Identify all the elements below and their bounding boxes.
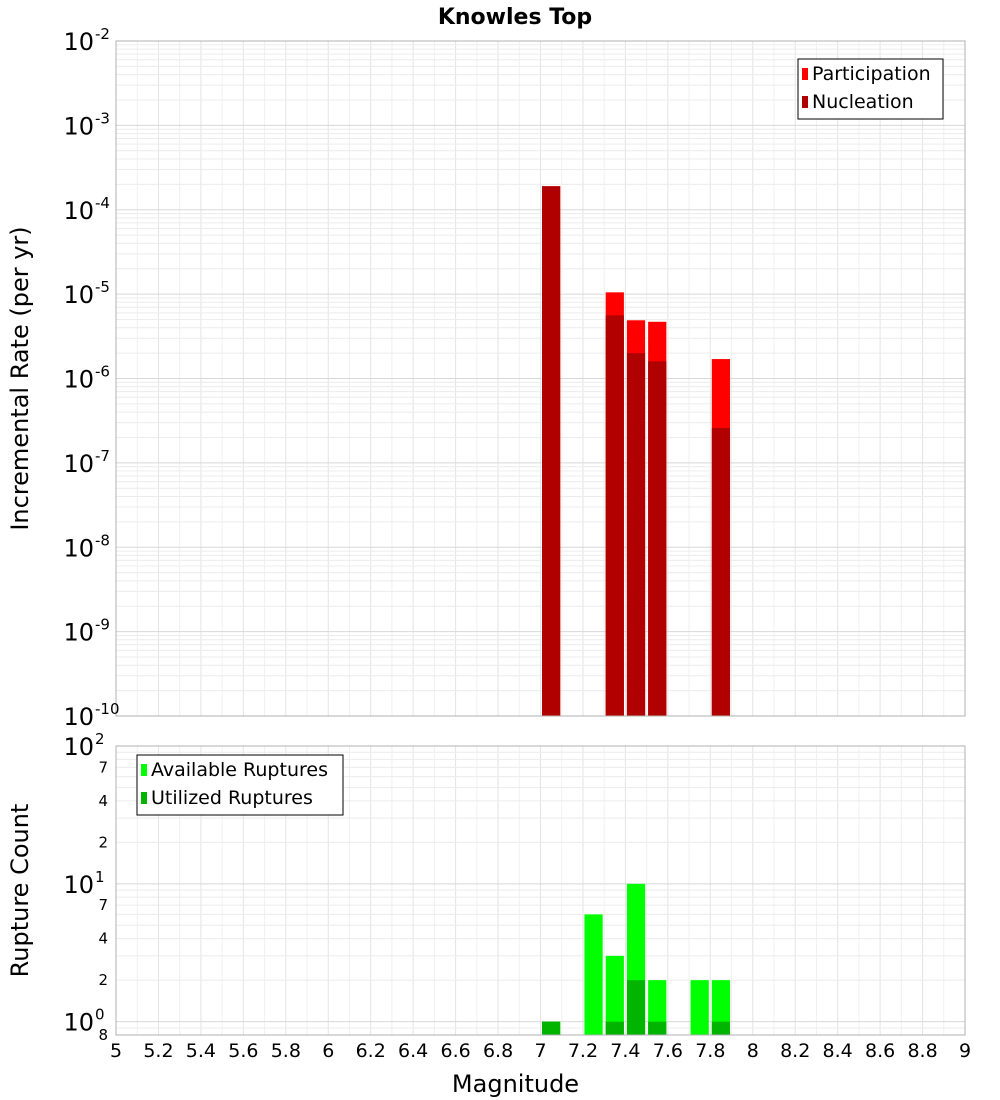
- legend-box: [136, 754, 344, 816]
- y-tick-label: 10: [63, 28, 94, 56]
- legend-swatch: [802, 96, 808, 108]
- y-tick-exponent: 0: [95, 1006, 105, 1024]
- x-tick-label: 6.8: [483, 1040, 513, 1062]
- legend-label: Participation: [812, 63, 931, 85]
- y-tick-label: 10: [63, 366, 94, 394]
- x-tick-label: 6: [322, 1040, 334, 1062]
- y-tick-label: 10: [63, 534, 94, 562]
- bar-nucleation: [648, 361, 667, 716]
- y-tick-label: 10: [63, 619, 94, 647]
- y-tick-exponent: -4: [95, 194, 110, 212]
- legend-label: Nucleation: [812, 91, 914, 113]
- x-tick-label: 7.6: [653, 1040, 683, 1062]
- bar-utilized-ruptures: [626, 980, 646, 1035]
- y-tick-label: 10: [63, 112, 94, 140]
- y-axis-label: Rupture Count: [6, 804, 34, 978]
- x-tick-label: 5.4: [186, 1040, 216, 1062]
- y-tick-exponent: -10: [95, 700, 120, 718]
- x-tick-label: 8.8: [907, 1040, 937, 1062]
- legend: Participation Nucleation: [797, 58, 944, 120]
- y-tick-label: 10: [63, 733, 94, 761]
- x-tick-label: 5.8: [271, 1040, 301, 1062]
- x-tick-label: 5.6: [228, 1040, 258, 1062]
- x-tick-label: 5: [110, 1040, 122, 1062]
- bar-available-ruptures: [690, 980, 709, 1035]
- x-tick-label: 7: [534, 1040, 546, 1062]
- x-tick-label: 5.2: [143, 1040, 173, 1062]
- bar-nucleation: [626, 353, 646, 716]
- y-tick-exponent: -9: [95, 616, 110, 634]
- plot-border: [115, 745, 966, 1036]
- y-tick-exponent: -7: [95, 447, 110, 465]
- bar-available-ruptures: [584, 914, 603, 1035]
- x-tick-label: 8.2: [780, 1040, 810, 1062]
- chart-title: Knowles Top: [438, 5, 592, 30]
- bar-utilized-ruptures: [648, 1021, 667, 1035]
- y-minor-tick-label: 4: [98, 792, 108, 810]
- x-tick-label: 6.2: [356, 1040, 386, 1062]
- legend-swatch: [141, 792, 147, 804]
- y-minor-tick-label: 8: [98, 1026, 108, 1044]
- y-tick-label: 10: [63, 703, 94, 731]
- y-tick-exponent: -3: [95, 109, 110, 127]
- x-tick-label: 7.2: [568, 1040, 598, 1062]
- bar-nucleation: [711, 427, 731, 716]
- x-tick-label: 7.8: [695, 1040, 725, 1062]
- legend-label: Available Ruptures: [151, 759, 328, 781]
- y-tick-label: 10: [63, 1009, 94, 1037]
- y-minor-tick-label: 2: [98, 833, 108, 851]
- bar-utilized-ruptures: [711, 1021, 731, 1035]
- x-tick-label: 9: [959, 1040, 971, 1062]
- bar-nucleation: [605, 315, 624, 716]
- y-minor-tick-label: 4: [98, 930, 108, 948]
- x-tick-label: 8: [747, 1040, 759, 1062]
- legend-box: [797, 58, 944, 120]
- x-tick-label: 7.4: [610, 1040, 640, 1062]
- legend-swatch: [141, 764, 147, 776]
- y-tick-label: 10: [63, 197, 94, 225]
- plot-border: [115, 40, 966, 717]
- y-tick-exponent: -5: [95, 278, 110, 296]
- x-axis-label: Magnitude: [452, 1070, 579, 1098]
- legend: Available Ruptures Utilized Ruptures: [136, 754, 344, 816]
- y-tick-exponent: -2: [95, 25, 110, 43]
- bar-available-ruptures: [605, 955, 624, 1035]
- y-tick-exponent: -8: [95, 531, 110, 549]
- x-tick-label: 8.4: [823, 1040, 853, 1062]
- y-minor-tick-label: 2: [98, 971, 108, 989]
- y-minor-tick-label: 7: [98, 758, 108, 776]
- x-tick-label: 6.6: [440, 1040, 470, 1062]
- bar-nucleation: [542, 186, 561, 716]
- bar-utilized-ruptures: [605, 1021, 624, 1035]
- legend-swatch: [802, 68, 808, 80]
- x-tick-label: 6.4: [398, 1040, 428, 1062]
- y-tick-exponent: -6: [95, 363, 110, 381]
- x-tick-label: 8.6: [865, 1040, 895, 1062]
- y-minor-tick-label: 7: [98, 896, 108, 914]
- y-tick-label: 10: [63, 450, 94, 478]
- y-tick-label: 10: [63, 871, 94, 899]
- legend-label: Utilized Ruptures: [151, 787, 313, 809]
- y-tick-label: 10: [63, 281, 94, 309]
- y-tick-exponent: 2: [95, 730, 105, 748]
- bar-available-ruptures: [711, 980, 731, 1035]
- y-axis-label: Incremental Rate (per yr): [6, 226, 34, 530]
- y-tick-exponent: 1: [95, 868, 105, 886]
- bar-available-ruptures: [648, 980, 667, 1035]
- bar-utilized-ruptures: [542, 1021, 561, 1035]
